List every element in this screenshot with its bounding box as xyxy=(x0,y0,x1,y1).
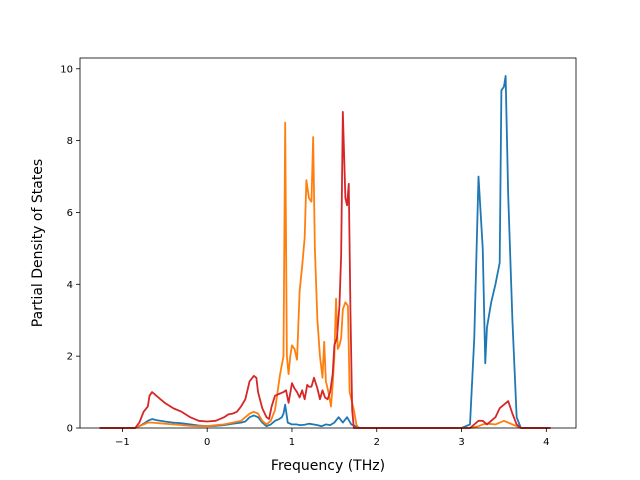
y-tick-label: 0 xyxy=(67,424,73,435)
x-tick-label: 1 xyxy=(289,437,295,448)
x-axis-label: Frequency (THz) xyxy=(271,458,385,474)
plot-frame xyxy=(79,57,577,429)
plot-background xyxy=(80,58,576,428)
y-tick-label: 8 xyxy=(67,136,73,147)
y-tick-label: 10 xyxy=(60,64,73,75)
tick-layer: −1 0 1 2 3 4 0 2 4 6 8 10 xyxy=(60,64,549,448)
y-axis-label: Partial Density of States xyxy=(30,159,46,327)
x-tick-label: 4 xyxy=(543,437,549,448)
x-tick-label: 2 xyxy=(374,437,380,448)
y-tick-label: 2 xyxy=(67,352,73,363)
x-tick-label: −1 xyxy=(115,437,130,448)
y-tick-label: 6 xyxy=(67,208,73,219)
y-tick-label: 4 xyxy=(67,280,73,291)
x-tick-label: 0 xyxy=(204,437,210,448)
x-tick-label: 3 xyxy=(458,437,464,448)
